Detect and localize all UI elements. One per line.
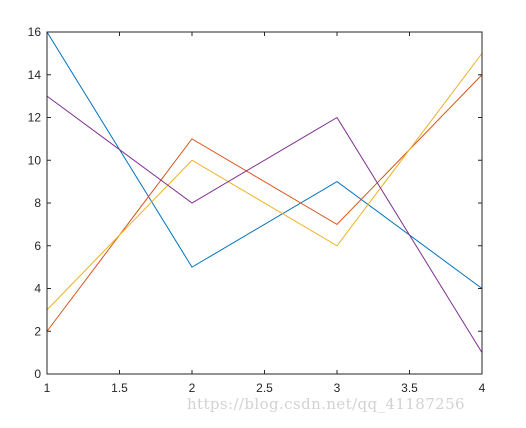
y-tick-label: 14 [28, 68, 42, 82]
series-line-3 [46, 53, 483, 311]
x-tick-label: 3 [334, 381, 341, 395]
y-tick-label: 10 [28, 153, 42, 167]
watermark-text: https://blog.csdn.net/qq_41187256 [187, 395, 465, 413]
x-tick-label: 1 [44, 381, 51, 395]
y-tick-label: 16 [28, 25, 42, 39]
ticks-layer [46, 31, 483, 375]
y-tick-label: 4 [34, 282, 41, 296]
x-tick-label: 3.5 [401, 381, 418, 395]
y-tick-label: 0 [34, 367, 41, 381]
x-tick-label: 2 [189, 381, 196, 395]
tick-labels: 1 1.5 2 2.5 3 3.5 4 0 2 4 6 8 10 12 14 16 [28, 25, 486, 395]
y-tick-label: 8 [34, 196, 41, 210]
x-tick-label: 1.5 [111, 381, 128, 395]
y-tick-label: 6 [34, 239, 41, 253]
y-tick-label: 2 [34, 324, 41, 338]
x-tick-label: 4 [479, 381, 486, 395]
series-line-4 [46, 95, 483, 353]
series-layer [46, 31, 483, 353]
y-tick-label: 12 [28, 111, 42, 125]
x-tick-label: 2.5 [256, 381, 273, 395]
